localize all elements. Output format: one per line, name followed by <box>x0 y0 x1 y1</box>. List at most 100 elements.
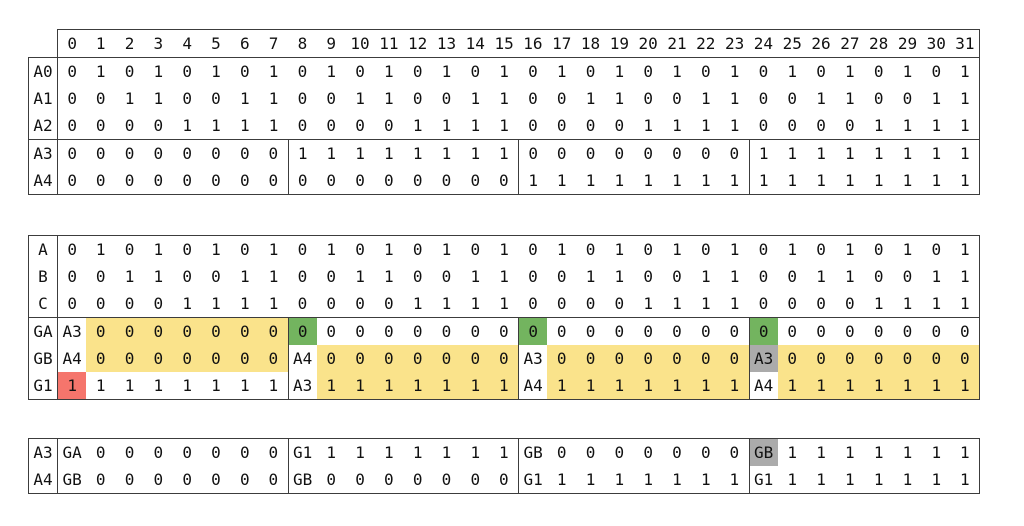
cell: 0 <box>86 438 116 466</box>
cell: 1 <box>950 139 980 167</box>
cell: 0 <box>297 267 308 286</box>
enable-mapping-table: A3 GA 0 0 0 0 0 0 0 G1 1 1 1 1 1 1 1 GB 0 0 0 0 0 0 0 GB 1 1 1 1 1 1 1 A4… <box>28 438 980 494</box>
cell-yellow-highlight: 1 <box>547 372 577 400</box>
cell: 0 <box>86 167 116 195</box>
cell-yellow-highlight: 0 <box>720 345 749 372</box>
cell: 1 <box>950 57 980 85</box>
column-header: 23 <box>720 29 749 58</box>
cell: 0 <box>691 317 721 345</box>
cell: 0 <box>211 267 221 286</box>
cell: 1 <box>950 112 980 140</box>
cell: 0 <box>547 139 577 167</box>
cell: 1 <box>893 466 922 494</box>
cell: 1 <box>720 235 749 263</box>
cell: 0 <box>57 263 87 290</box>
cell: 0 <box>489 167 519 195</box>
column-header: 31 <box>950 29 980 58</box>
cell: 0 <box>518 57 548 85</box>
cell: 0 <box>345 167 375 195</box>
cell: 1 <box>835 167 865 195</box>
cell: 0 <box>806 290 836 318</box>
cell: 1 <box>268 89 279 108</box>
cell-red-constant: 1 <box>57 372 87 400</box>
cell: 1 <box>893 167 922 195</box>
table-row-a3: A3 GA 0 0 0 0 0 0 0 G1 1 1 1 1 1 1 1 GB 0 0 0 0 0 0 0 GB 1 1 1 1 1 1 1 <box>28 438 980 466</box>
cell: 1 <box>518 167 548 195</box>
cell: 1 <box>950 85 980 112</box>
cell: 1 <box>201 290 231 318</box>
cell: 1 <box>864 112 894 140</box>
cell: 1 <box>845 89 855 108</box>
cell: 1 <box>691 290 721 318</box>
cell: 1 <box>374 57 404 85</box>
cell: 1 <box>633 167 663 195</box>
cell: 1 <box>259 112 288 140</box>
cell-yellow-highlight: 0 <box>576 345 605 372</box>
cell: 0 <box>576 57 605 85</box>
cell: 0 <box>749 57 778 85</box>
cell: 1 <box>384 267 394 286</box>
cell: 0 <box>806 112 836 140</box>
column-header: 13 <box>432 29 461 58</box>
cell: 1 <box>499 89 509 108</box>
cell: 0 <box>576 438 605 466</box>
cell-yellow-highlight: 1 <box>403 372 433 400</box>
cell: 1 <box>662 290 692 318</box>
cell: 0 <box>691 57 721 85</box>
cell: 1 <box>460 112 490 140</box>
cell: 1 <box>845 267 855 286</box>
cell: 0 <box>518 139 548 167</box>
cell: 1 <box>893 112 922 140</box>
cell: 0 <box>633 57 663 85</box>
cell: 1 <box>124 267 135 286</box>
cell: 0 <box>288 112 317 140</box>
cell: 0 <box>345 57 375 85</box>
cell: 1 <box>432 112 461 140</box>
cell: 0 <box>143 438 173 466</box>
cell: 0 <box>57 167 87 195</box>
cell-yellow-highlight: 0 <box>172 345 202 372</box>
cell: 0 <box>777 317 807 345</box>
cell: 1 <box>921 167 951 195</box>
cell: 1 <box>950 466 980 494</box>
cell: 1 <box>547 57 577 85</box>
cell: 1 <box>86 372 116 400</box>
cell: 1 <box>806 167 836 195</box>
cell: 1 <box>489 139 519 167</box>
cell: 0 <box>143 139 173 167</box>
cell-yellow-highlight: 0 <box>806 345 836 372</box>
column-header: 8 <box>288 29 317 58</box>
cell: 0 <box>547 438 577 466</box>
cell: A3 <box>57 317 87 345</box>
cell: 0 <box>57 139 87 167</box>
cell: 1 <box>230 112 260 140</box>
cell: 0 <box>115 290 144 318</box>
cell: 1 <box>172 290 202 318</box>
cell: 0 <box>201 167 231 195</box>
cell-gray-selected: A3 <box>748 345 778 372</box>
cell: 1 <box>633 290 663 318</box>
cell: 1 <box>460 139 490 167</box>
cell-yellow-highlight: 0 <box>316 345 346 372</box>
cell: 1 <box>470 89 481 108</box>
cell-yellow-highlight: 1 <box>777 372 807 400</box>
cell: 1 <box>230 290 260 318</box>
column-header: 17 <box>547 29 577 58</box>
cell: 0 <box>921 317 951 345</box>
cell: 0 <box>288 235 317 263</box>
cell: 0 <box>345 290 375 318</box>
cell-yellow-highlight: 0 <box>777 345 807 372</box>
cell: 0 <box>143 167 173 195</box>
cell-yellow-highlight: 0 <box>259 345 288 372</box>
column-header: 14 <box>460 29 490 58</box>
cell: 0 <box>57 112 87 140</box>
cell: 0 <box>576 112 605 140</box>
cell: 1 <box>806 139 836 167</box>
cell: 1 <box>201 235 231 263</box>
cell: 0 <box>576 290 605 318</box>
cell-yellow-highlight: 0 <box>432 345 461 372</box>
column-header: 10 <box>345 29 375 58</box>
cell: 1 <box>864 438 894 466</box>
cell: 0 <box>345 112 375 140</box>
